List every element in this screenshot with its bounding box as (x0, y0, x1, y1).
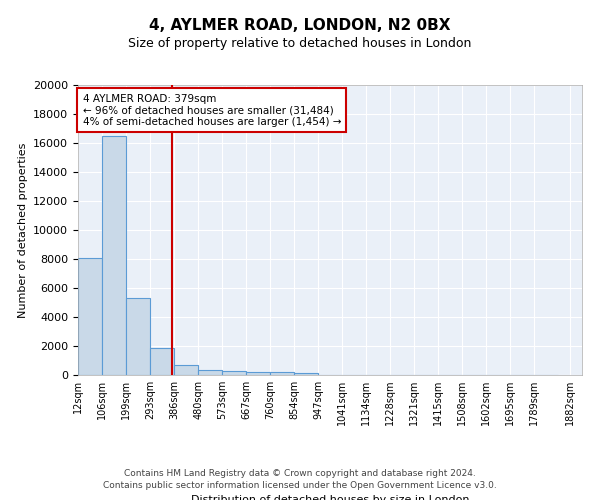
Text: Contains HM Land Registry data © Crown copyright and database right 2024.
Contai: Contains HM Land Registry data © Crown c… (103, 468, 497, 490)
Bar (222, 372, 246, 375)
Bar (198, 370, 222, 375)
Bar (150, 348, 174, 375)
Bar (294, 373, 318, 375)
Bar (126, 298, 150, 375)
X-axis label: Distribution of detached houses by size in London: Distribution of detached houses by size … (191, 495, 469, 500)
Bar (174, 365, 198, 375)
Text: Size of property relative to detached houses in London: Size of property relative to detached ho… (128, 38, 472, 51)
Bar (102, 136, 126, 375)
Y-axis label: Number of detached properties: Number of detached properties (17, 142, 28, 318)
Bar (246, 372, 270, 375)
Bar (78, 258, 102, 375)
Text: 4, AYLMER ROAD, LONDON, N2 0BX: 4, AYLMER ROAD, LONDON, N2 0BX (149, 18, 451, 32)
Text: 4 AYLMER ROAD: 379sqm
← 96% of detached houses are smaller (31,484)
4% of semi-d: 4 AYLMER ROAD: 379sqm ← 96% of detached … (83, 94, 341, 127)
Bar (270, 372, 294, 375)
